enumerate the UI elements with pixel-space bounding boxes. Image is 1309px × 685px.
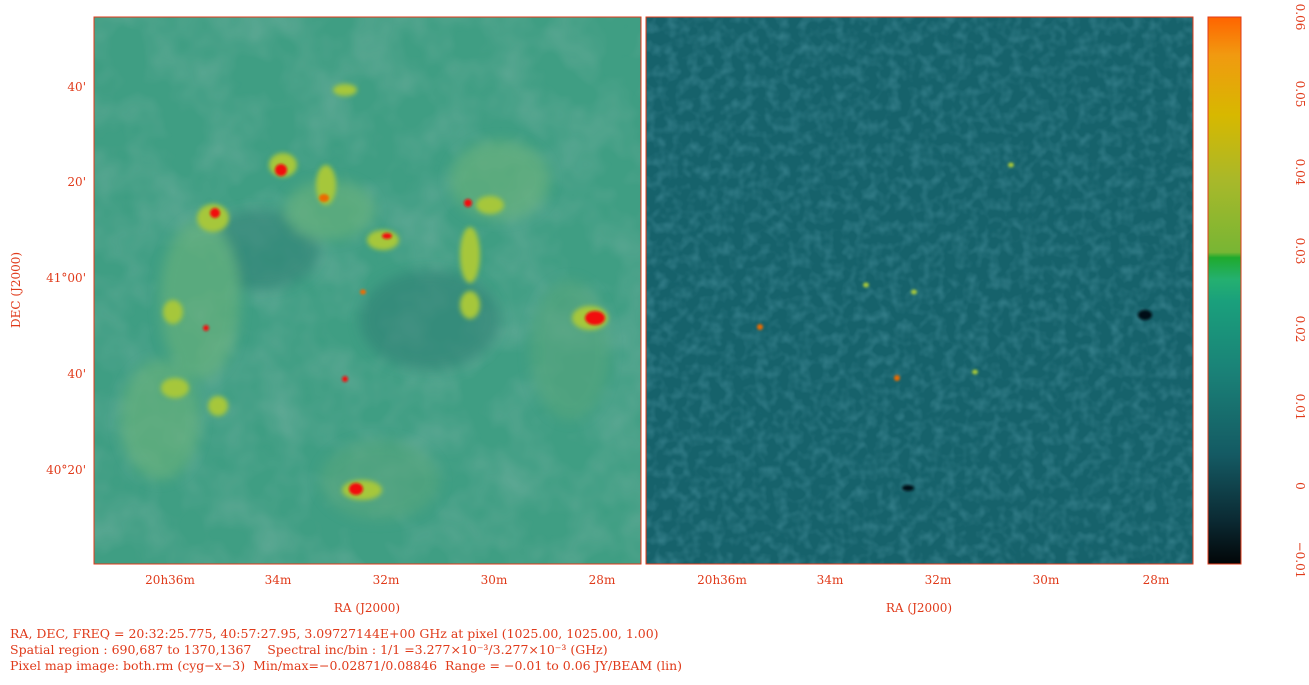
left-ra-tick-2: 32m	[373, 573, 400, 587]
right-ra-tick-3: 30m	[1033, 573, 1060, 587]
colorbar-tick-5: 0.01	[1293, 394, 1307, 421]
colorbar-tick-2: 0.04	[1293, 159, 1307, 186]
colorbar-tick-1: 0.05	[1293, 81, 1307, 108]
left-ra-tick-3: 30m	[481, 573, 508, 587]
colorbar-tick-6: 0	[1293, 482, 1307, 490]
left-map-frame	[93, 16, 642, 565]
right-map	[646, 17, 1193, 564]
left-ra-tick-labels: 20h36m 34m 32m 30m 28m	[145, 573, 616, 587]
colorbar-frame	[1207, 16, 1242, 565]
left-dec-tick-3: 40'	[67, 367, 86, 381]
colorbar-tick-labels: 0.06 0.05 0.04 0.03 0.02 0.01 0 −0.01	[1293, 4, 1307, 579]
colorbar-tick-0: 0.06	[1293, 4, 1307, 31]
info-line-1: RA, DEC, FREQ = 20:32:25.775, 40:57:27.9…	[10, 626, 659, 641]
left-dec-tick-0: 40'	[67, 80, 86, 94]
right-ra-tick-0: 20h36m	[697, 573, 747, 587]
colorbar	[1208, 17, 1241, 564]
right-ra-tick-labels: 20h36m 34m 32m 30m 28m	[697, 573, 1170, 587]
left-xlabel: RA (J2000)	[334, 601, 400, 615]
colorbar-tick-7: −0.01	[1293, 542, 1307, 579]
left-dec-tick-4: 40°20'	[46, 463, 86, 477]
left-ylabel: DEC (J2000)	[9, 252, 23, 328]
left-dec-tick-2: 41°00'	[46, 271, 86, 285]
right-ra-tick-2: 32m	[925, 573, 952, 587]
right-ra-tick-1: 34m	[817, 573, 844, 587]
right-xlabel: RA (J2000)	[886, 601, 952, 615]
colorbar-tick-4: 0.02	[1293, 316, 1307, 343]
left-ra-tick-0: 20h36m	[145, 573, 195, 587]
left-dec-tick-labels: 40' 20' 41°00' 40' 40°20'	[46, 80, 86, 477]
left-map	[94, 17, 641, 564]
right-map-frame	[645, 16, 1194, 565]
left-ra-tick-1: 34m	[265, 573, 292, 587]
left-dec-tick-1: 20'	[67, 175, 86, 189]
info-line-3: Pixel map image: both.rm (cyg−x−3) Min/m…	[10, 658, 682, 673]
info-block: RA, DEC, FREQ = 20:32:25.775, 40:57:27.9…	[10, 626, 682, 674]
right-ra-tick-4: 28m	[1143, 573, 1170, 587]
colorbar-tick-3: 0.03	[1293, 238, 1307, 265]
info-line-2: Spatial region : 690,687 to 1370,1367 Sp…	[10, 642, 608, 657]
left-ra-tick-4: 28m	[589, 573, 616, 587]
